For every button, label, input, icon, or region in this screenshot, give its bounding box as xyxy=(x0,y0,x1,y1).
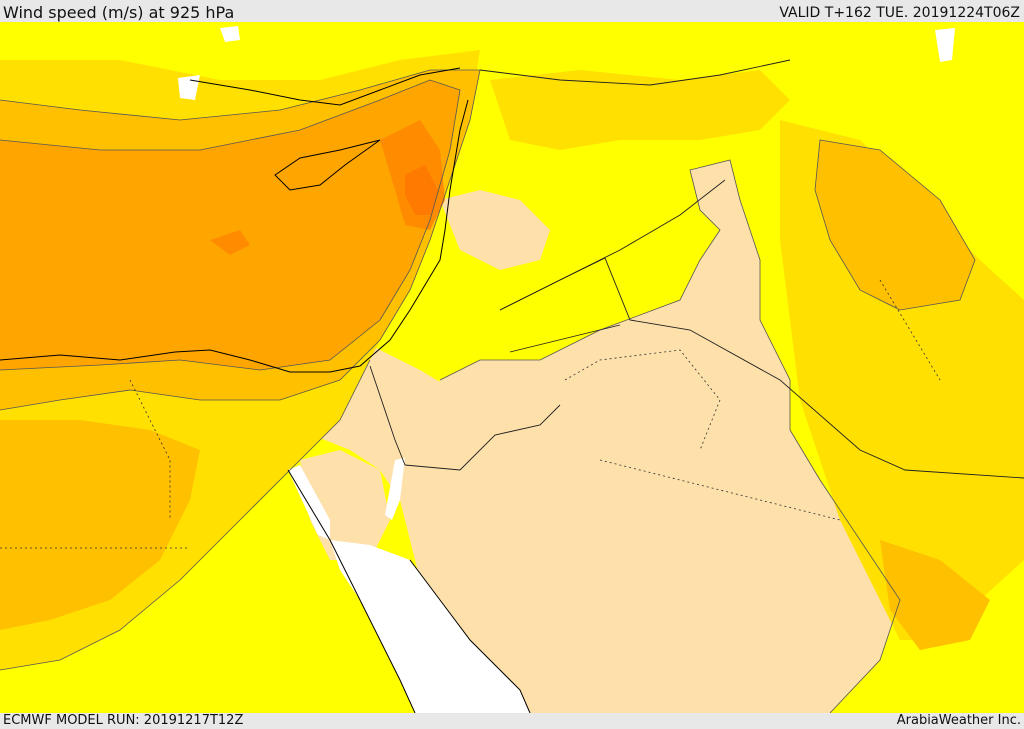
wind-speed-map xyxy=(0,22,1024,713)
dotted-boundaries xyxy=(0,279,941,549)
red-sea-coast-west xyxy=(287,469,416,713)
very-strong-patch xyxy=(210,230,250,255)
border-line xyxy=(509,324,621,353)
mediterranean-south-coast xyxy=(0,99,469,373)
turkey-coast xyxy=(189,67,461,106)
gulf-of-aqaba xyxy=(385,458,405,520)
peak-wind-patch xyxy=(405,165,438,215)
admin-boundary xyxy=(564,349,721,451)
coastlines xyxy=(0,67,531,713)
wind-contours xyxy=(0,69,976,713)
map-title: Wind speed (m/s) at 925 hPa xyxy=(3,3,235,22)
sea-patch-caspian xyxy=(935,28,955,62)
gulf-of-suez xyxy=(288,465,330,540)
fresh-wind-iraq xyxy=(815,140,975,310)
cyprus-coast xyxy=(274,139,381,191)
model-run-label: ECMWF MODEL RUN: 20191217T12Z xyxy=(3,713,244,728)
strong-wind-zone xyxy=(0,80,460,370)
contour-line xyxy=(0,79,461,371)
borders xyxy=(369,59,1024,479)
border-line xyxy=(479,59,791,86)
footer-bar: ECMWF MODEL RUN: 20191217T12Z ArabiaWeat… xyxy=(0,713,1024,729)
border-line xyxy=(499,179,726,311)
moderate-wind-north xyxy=(490,70,790,150)
contour-line xyxy=(0,69,481,411)
border-line xyxy=(404,404,561,471)
red-sea-coast-east xyxy=(409,559,531,713)
admin-boundary xyxy=(599,459,841,521)
calm-pocket-levant xyxy=(440,190,550,270)
sea-patch-northwest xyxy=(220,26,240,42)
fresh-wind-gulf xyxy=(880,540,990,650)
border-line xyxy=(369,365,406,466)
calm-pocket-arabia xyxy=(420,160,900,713)
contour-line xyxy=(814,139,976,311)
contour-line xyxy=(0,359,371,671)
fresh-wind-west xyxy=(0,420,200,630)
contour-line xyxy=(439,159,901,713)
map-canvas xyxy=(0,22,1024,713)
credit-label: ArabiaWeather Inc. xyxy=(896,713,1021,728)
valid-time: VALID T+162 TUE. 20191224T06Z xyxy=(779,5,1020,21)
red-sea xyxy=(330,540,530,713)
header-bar: Wind speed (m/s) at 925 hPa VALID T+162 … xyxy=(0,0,1024,22)
